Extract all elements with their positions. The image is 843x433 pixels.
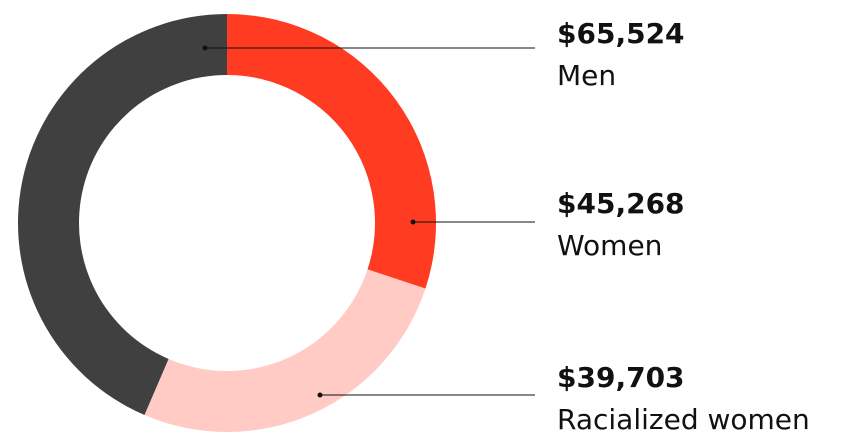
value-label: $45,268 <box>557 187 685 220</box>
donut-segment <box>144 269 426 432</box>
leader-dot <box>317 392 323 398</box>
donut-segment <box>18 14 228 416</box>
category-label: Women <box>557 229 662 262</box>
donut-segment <box>227 14 436 289</box>
category-label: Racialized women <box>557 403 810 433</box>
leader-dot <box>410 219 416 225</box>
value-label: $39,703 <box>557 361 685 394</box>
leader-dot <box>202 45 208 51</box>
value-label: $65,524 <box>557 17 685 50</box>
category-label: Men <box>557 59 616 92</box>
